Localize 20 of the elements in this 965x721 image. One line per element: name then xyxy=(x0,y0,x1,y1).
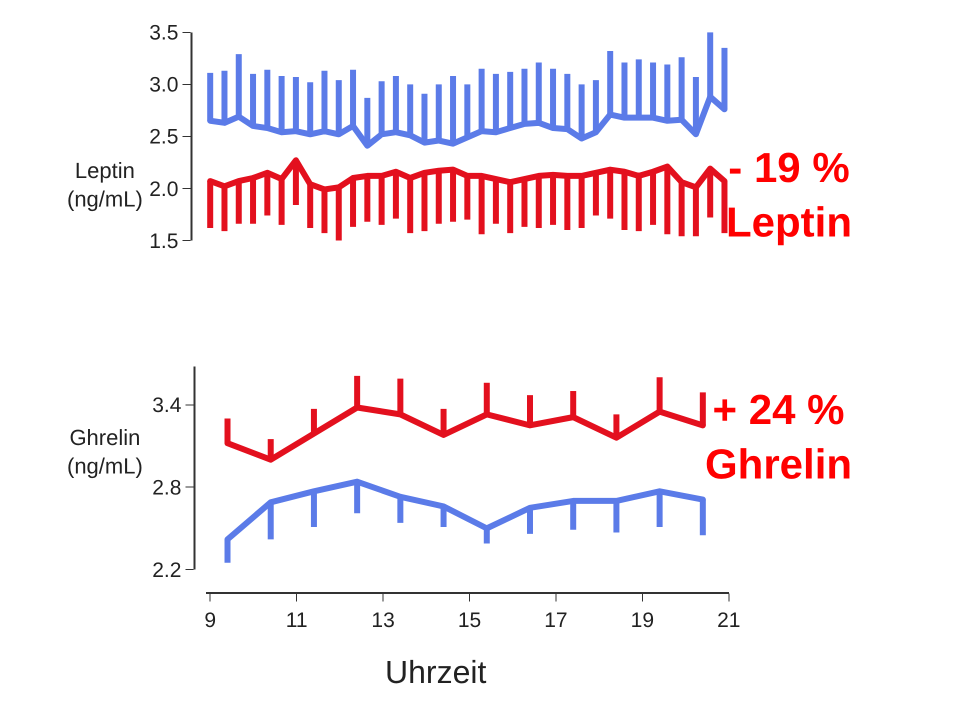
y-tick-label: 2.8 xyxy=(152,476,182,500)
y-tick-label: 2.5 xyxy=(149,126,178,149)
y-tick-label: 3.4 xyxy=(152,394,182,418)
x-tick-label: 19 xyxy=(630,608,654,632)
x-tick-label: 21 xyxy=(717,608,740,632)
y-axis-title: Ghrelin (ng/mL) xyxy=(67,425,143,479)
y-tick-label: 3.0 xyxy=(149,74,178,97)
x-tick-label: 13 xyxy=(371,608,395,632)
x-tick-label: 11 xyxy=(286,608,308,632)
y-axis-title: Leptin (ng/mL) xyxy=(67,158,143,212)
annotation: + 24 % Ghrelin xyxy=(705,386,852,488)
x-axis-title: Uhrzeit xyxy=(385,654,486,690)
annotation: - 19 % Leptin xyxy=(726,144,852,246)
x-tick-label: 15 xyxy=(458,608,482,632)
x-tick-label: 17 xyxy=(544,608,568,632)
y-tick-label: 2.2 xyxy=(152,558,182,582)
y-tick-label: 1.5 xyxy=(149,230,178,253)
y-tick-label: 2.0 xyxy=(149,178,178,201)
y-tick-label: 3.5 xyxy=(149,22,178,45)
x-tick-label: 9 xyxy=(204,608,216,632)
